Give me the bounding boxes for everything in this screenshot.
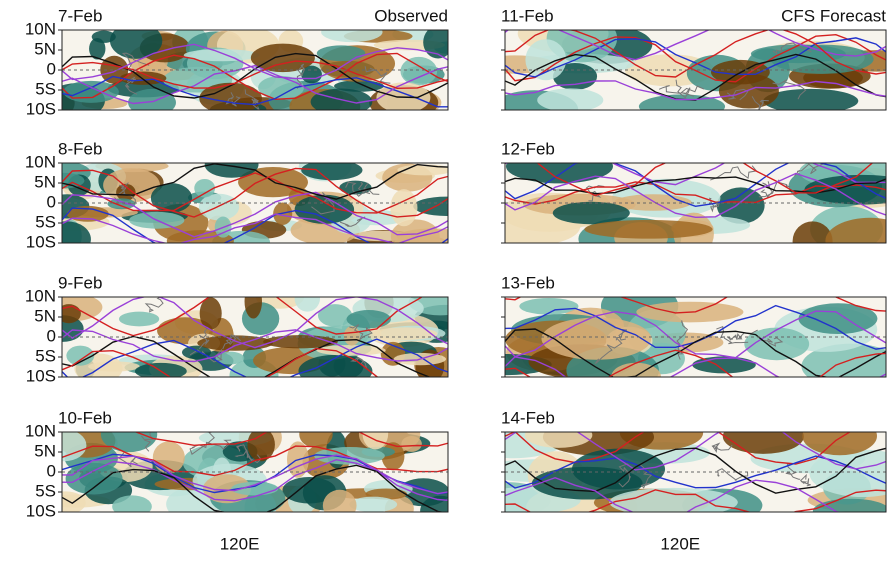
- map-field: [461, 282, 888, 395]
- y-axis-label: 0: [47, 59, 56, 78]
- panel-label: 10-Feb: [58, 408, 112, 427]
- anomaly-blob: [390, 189, 417, 226]
- x-axis-label: 120E: [220, 534, 260, 553]
- panel-label: 11-Feb: [501, 6, 554, 25]
- anomaly-blob: [66, 463, 123, 495]
- panel-note: Observed: [374, 6, 448, 25]
- map-field: [34, 152, 479, 257]
- map-panel: 11-Feb CFS Forecast: [474, 6, 888, 128]
- anomaly-blob: [363, 418, 389, 449]
- anomaly-blob: [344, 326, 360, 346]
- anomaly-blob: [372, 327, 437, 340]
- map-panel: 14-Feb: [459, 408, 888, 529]
- y-axis-label: 10S: [26, 99, 56, 118]
- y-axis-label: 5S: [35, 481, 56, 500]
- panel-note: CFS Forecast: [781, 6, 886, 25]
- map-panel: 7-Feb Observed 10N5N05S10S: [25, 6, 459, 124]
- y-axis-label: 0: [47, 326, 56, 345]
- y-axis-label: 10N: [25, 152, 56, 171]
- anomaly-blob: [245, 284, 262, 318]
- x-axis-label: 120E: [660, 534, 700, 553]
- panel-label: 12-Feb: [501, 139, 555, 158]
- panel-label: 13-Feb: [501, 273, 555, 292]
- y-axis-label: 10N: [25, 286, 56, 305]
- anomaly-blob: [199, 194, 239, 221]
- anomaly-blob: [66, 346, 94, 366]
- anomaly-blob: [541, 318, 651, 360]
- y-axis-label: 10S: [26, 366, 56, 385]
- y-axis-label: 5N: [34, 39, 56, 58]
- anomaly-blob: [553, 202, 630, 225]
- anomaly-blob: [584, 220, 712, 239]
- y-axis-label: 5S: [35, 212, 56, 231]
- map-panel: 13-Feb: [461, 273, 888, 394]
- anomaly-blob: [63, 81, 119, 103]
- y-axis-label: 5N: [34, 306, 56, 325]
- figure: 7-FebObserved10N5N05S10S8-Feb10N5N05S10S…: [0, 0, 888, 556]
- anomaly-blob: [537, 88, 603, 111]
- y-axis-label: 5S: [35, 346, 56, 365]
- y-axis-label: 0: [47, 192, 56, 211]
- anomaly-blob: [347, 310, 391, 328]
- anomaly-blob: [112, 495, 152, 517]
- panel-label: 9-Feb: [58, 273, 102, 292]
- anomaly-blob: [119, 312, 159, 327]
- anomaly-blob: [401, 436, 421, 452]
- y-axis-label: 10S: [26, 501, 56, 520]
- y-axis-label: 10S: [26, 232, 56, 251]
- y-axis-label: 5S: [35, 79, 56, 98]
- y-axis-label: 10N: [25, 19, 56, 38]
- map-field: [36, 283, 475, 401]
- panel-label: 8-Feb: [58, 139, 102, 158]
- anomaly-blob: [813, 499, 888, 523]
- anomaly-blob: [194, 179, 215, 197]
- y-axis-label: 10N: [25, 421, 56, 440]
- map-field: [477, 148, 888, 264]
- y-axis-label: 0: [47, 461, 56, 480]
- y-axis-label: 5N: [34, 172, 56, 191]
- anomaly-blob: [323, 490, 357, 521]
- anomaly-blob: [151, 183, 192, 213]
- anomaly-blob: [299, 421, 332, 448]
- map-field: [474, 14, 888, 128]
- anomaly-blob: [295, 285, 320, 312]
- anomaly-blob: [802, 417, 877, 455]
- anomaly-blob: [723, 419, 804, 454]
- map-field: [48, 22, 459, 124]
- map-panel: 12-Feb: [477, 139, 888, 263]
- anomaly-blob: [317, 45, 366, 61]
- panel-label: 7-Feb: [58, 6, 102, 25]
- anomaly-blob: [349, 497, 397, 512]
- y-axis-label: 5N: [34, 441, 56, 460]
- panel-label: 14-Feb: [501, 408, 555, 427]
